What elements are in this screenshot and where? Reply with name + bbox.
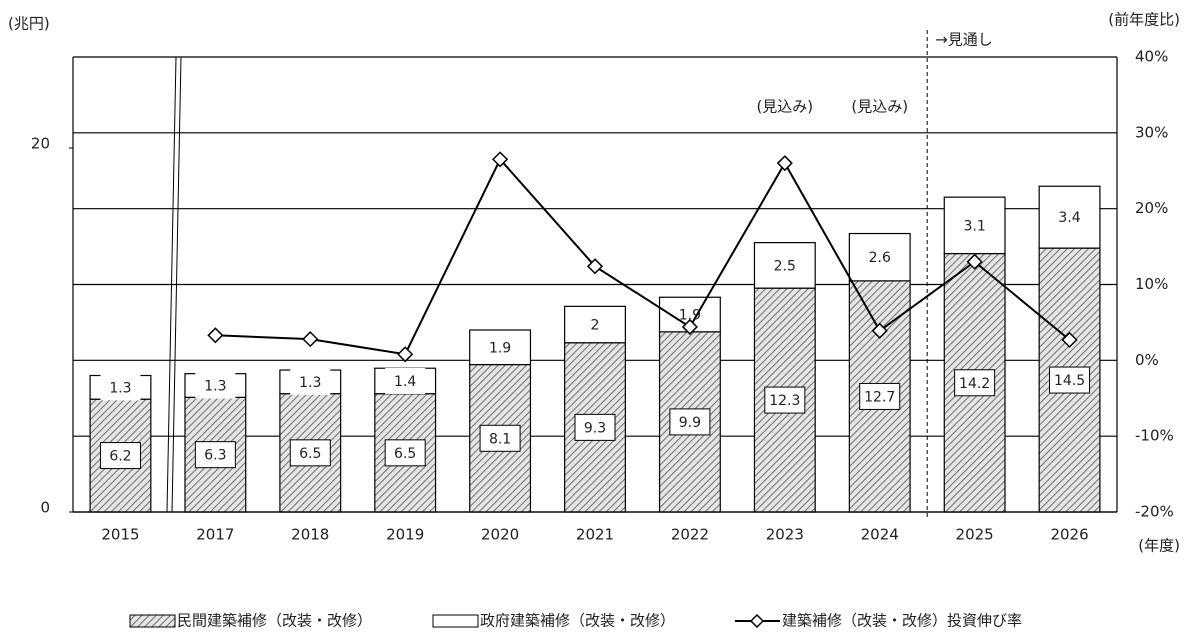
y-tick-label: 20 xyxy=(31,135,50,153)
y2-axis-label: (前年度比) xyxy=(1108,11,1180,29)
value-label-box xyxy=(764,386,806,414)
axis-break xyxy=(171,56,182,513)
y2-tick-label: 10% xyxy=(1135,275,1168,293)
value-label: 1.3 xyxy=(204,379,226,395)
value-label-box xyxy=(859,382,901,410)
x-tick-label: 2021 xyxy=(576,526,614,544)
value-label: 2 xyxy=(591,318,600,334)
value-label: 2.5 xyxy=(774,258,796,274)
value-label: 9.3 xyxy=(584,420,606,436)
legend-label: 民間建築補修（改装・改修） xyxy=(177,612,372,630)
y2-tick-label: -10% xyxy=(1135,427,1174,445)
marker xyxy=(302,331,319,348)
x-tick-label: 2020 xyxy=(481,526,519,544)
legend-swatch xyxy=(129,614,176,628)
line xyxy=(215,157,1071,356)
value-label: 3.4 xyxy=(1058,210,1080,226)
marker xyxy=(776,155,793,172)
value-label: 1.4 xyxy=(394,374,416,390)
y-tick-label: 0 xyxy=(40,499,50,517)
value-label-box xyxy=(954,369,996,397)
value-label-box xyxy=(194,441,236,469)
value-label: 8.1 xyxy=(489,431,511,447)
axis-break xyxy=(166,56,177,513)
value-label: 1.3 xyxy=(299,375,321,391)
marker xyxy=(492,151,509,168)
x-tick-label: 2017 xyxy=(196,526,234,544)
value-label-box xyxy=(859,244,900,271)
marker xyxy=(681,318,698,336)
value-label: 6.2 xyxy=(109,449,131,465)
y2-tick-label: 40% xyxy=(1135,48,1168,66)
value-label: 12.7 xyxy=(864,389,895,405)
x-tick-label: 2025 xyxy=(956,526,994,544)
value-label-box xyxy=(480,334,521,361)
annotation: (見込み) xyxy=(756,98,813,116)
value-label-box xyxy=(574,413,616,441)
value-label-box xyxy=(479,424,521,452)
marker xyxy=(397,346,414,363)
value-label: 2.6 xyxy=(869,250,891,266)
x-tick-label: 2019 xyxy=(386,526,424,544)
x-tick-label: 2024 xyxy=(861,526,899,544)
x-tick-label: 2026 xyxy=(1050,526,1088,544)
value-label: 14.5 xyxy=(1054,373,1085,389)
value-label: 12.3 xyxy=(769,393,800,409)
y2-tick-label: 30% xyxy=(1135,123,1168,141)
value-label: 3.1 xyxy=(964,218,986,234)
value-label-box xyxy=(954,212,995,239)
x-tick-label: 2015 xyxy=(101,526,139,544)
x-tick-label: 2023 xyxy=(766,526,804,544)
value-label-box xyxy=(384,439,426,467)
y2-tick-label: -20% xyxy=(1135,503,1174,521)
legend-label: 建築補修（改装・改修）投資伸び率 xyxy=(782,612,1022,630)
value-label-box xyxy=(289,439,331,467)
annotation: →見通し xyxy=(935,31,993,49)
value-label-box xyxy=(385,367,426,394)
value-label-box xyxy=(290,368,331,395)
marker xyxy=(871,322,888,339)
value-label: 1.3 xyxy=(109,380,131,396)
marker xyxy=(586,258,604,275)
value-label: 6.3 xyxy=(204,448,226,464)
marker xyxy=(1061,331,1078,348)
value-label-box xyxy=(575,311,615,338)
legend-marker xyxy=(749,613,765,629)
value-label-box xyxy=(1049,204,1090,231)
value-label: 9.9 xyxy=(679,415,701,431)
value-label-box xyxy=(764,252,805,279)
legend-swatch xyxy=(432,614,479,628)
value-label: 6.5 xyxy=(394,446,416,462)
value-label: 1.9 xyxy=(679,308,701,324)
marker xyxy=(966,253,983,270)
y2-tick-label: 20% xyxy=(1135,199,1168,217)
annotation: (見込み) xyxy=(851,98,908,116)
value-label: 6.5 xyxy=(299,446,321,462)
legend-label: 政府建築補修（改装・改修） xyxy=(480,612,675,630)
y-axis-label: (兆円) xyxy=(8,15,50,33)
x-tick-label: 2018 xyxy=(291,526,329,544)
value-label-box xyxy=(99,442,141,470)
value-label-box xyxy=(195,372,236,399)
value-label-box xyxy=(100,374,141,401)
value-label-box xyxy=(1049,366,1091,394)
marker xyxy=(207,327,224,344)
x-tick-label: 2022 xyxy=(671,526,709,544)
x-axis-label: (年度) xyxy=(1138,537,1180,555)
value-label: 14.2 xyxy=(959,376,990,392)
value-label-box xyxy=(669,408,711,436)
y2-tick-label: 0% xyxy=(1135,351,1159,369)
value-label: 1.9 xyxy=(489,340,511,356)
